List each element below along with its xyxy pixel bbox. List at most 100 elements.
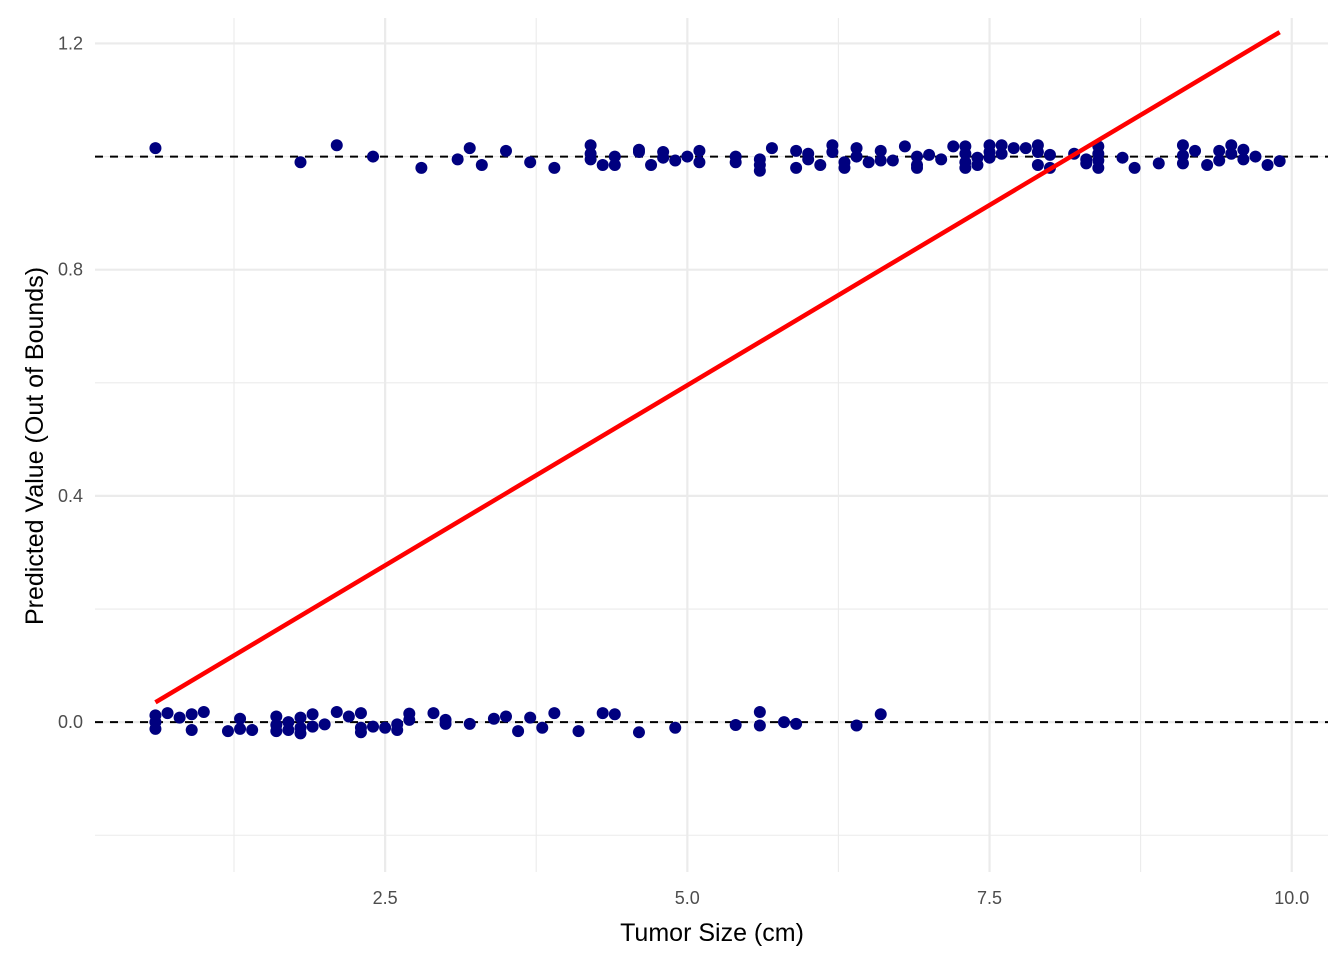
data-point <box>1176 139 1189 152</box>
data-point <box>790 717 803 730</box>
data-point <box>415 161 428 174</box>
grid-minor <box>95 18 1328 872</box>
data-point <box>911 150 923 163</box>
data-point <box>898 140 911 153</box>
data-point <box>753 705 766 718</box>
data-point <box>753 164 766 177</box>
data-point <box>161 707 174 720</box>
data-point <box>185 724 198 737</box>
data-point <box>1043 148 1056 161</box>
y-tick-label: 0.4 <box>58 486 83 506</box>
grid-major <box>95 18 1328 872</box>
data-point <box>524 711 537 724</box>
data-point <box>1031 146 1044 159</box>
data-point <box>850 719 863 732</box>
data-point <box>149 722 162 735</box>
data-point <box>608 159 621 172</box>
data-point <box>451 153 464 166</box>
y-axis-title: Predicted Value (Out of Bounds) <box>21 267 49 625</box>
data-point <box>342 710 355 723</box>
data-point <box>693 144 706 157</box>
data-point <box>850 150 863 163</box>
fit-line-group <box>154 30 1281 705</box>
data-point <box>282 724 295 737</box>
data-point <box>608 150 621 163</box>
data-point <box>1273 155 1286 168</box>
data-point <box>1237 143 1250 156</box>
data-point <box>294 156 307 169</box>
data-point <box>657 151 670 164</box>
data-point <box>1031 159 1044 172</box>
data-point <box>850 142 863 155</box>
fit-line <box>154 30 1281 705</box>
data-point <box>185 708 198 721</box>
data-point <box>765 142 778 155</box>
x-tick-label: 10.0 <box>1274 888 1309 908</box>
data-point <box>572 725 585 738</box>
data-point <box>294 727 307 740</box>
data-point <box>790 161 803 174</box>
data-point <box>318 718 331 731</box>
data-point <box>524 156 537 169</box>
data-point <box>874 144 887 157</box>
data-point <box>1128 161 1141 174</box>
data-point <box>246 724 259 737</box>
data-point <box>1092 161 1105 174</box>
data-point <box>995 139 1008 152</box>
x-axis-title: Tumor Size (cm) <box>620 919 804 947</box>
data-point <box>874 154 887 167</box>
data-point <box>862 156 875 169</box>
data-point <box>1213 154 1226 167</box>
data-point <box>947 140 960 153</box>
data-point <box>995 147 1008 160</box>
y-tick-label: 0.8 <box>58 260 83 280</box>
data-point <box>306 708 319 721</box>
data-point <box>1007 142 1020 155</box>
data-point <box>681 150 694 163</box>
data-point <box>1201 159 1214 172</box>
data-point <box>983 151 996 164</box>
data-point <box>1249 150 1262 163</box>
data-point <box>959 147 972 160</box>
data-point <box>330 705 343 718</box>
y-tick-label: 0.0 <box>58 712 83 732</box>
data-point <box>234 712 247 725</box>
data-point <box>1116 151 1129 164</box>
data-point <box>463 717 476 730</box>
data-point <box>669 154 682 167</box>
data-point <box>463 142 476 155</box>
data-point <box>874 708 887 721</box>
data-point <box>1225 147 1238 160</box>
data-point <box>923 148 936 161</box>
x-tick-label: 2.5 <box>373 888 398 908</box>
x-tick-labels: 2.5 5.0 7.5 10.0 <box>373 888 1310 908</box>
data-point <box>802 153 815 166</box>
data-point <box>306 720 319 733</box>
data-point <box>693 156 706 169</box>
data-point <box>294 711 307 724</box>
y-tick-labels: 0.0 0.4 0.8 1.2 <box>58 33 83 732</box>
data-point <box>632 146 645 159</box>
data-point <box>330 139 343 152</box>
data-points <box>149 139 1286 740</box>
data-point <box>608 708 621 721</box>
data-point <box>536 721 549 734</box>
data-point <box>814 159 827 172</box>
x-tick-label: 5.0 <box>675 888 700 908</box>
data-point <box>354 726 367 739</box>
data-point <box>669 721 682 734</box>
data-point <box>971 159 984 172</box>
data-point <box>959 161 972 174</box>
data-point <box>500 710 512 723</box>
data-point <box>439 717 452 730</box>
data-point <box>778 716 791 729</box>
data-point <box>1080 157 1093 170</box>
reference-lines <box>95 155 1328 724</box>
data-point <box>1152 157 1165 170</box>
data-point <box>1213 144 1226 157</box>
data-point <box>790 144 803 157</box>
x-tick-label: 7.5 <box>977 888 1002 908</box>
data-point <box>270 725 283 738</box>
data-point <box>500 144 512 157</box>
data-point <box>354 707 367 720</box>
